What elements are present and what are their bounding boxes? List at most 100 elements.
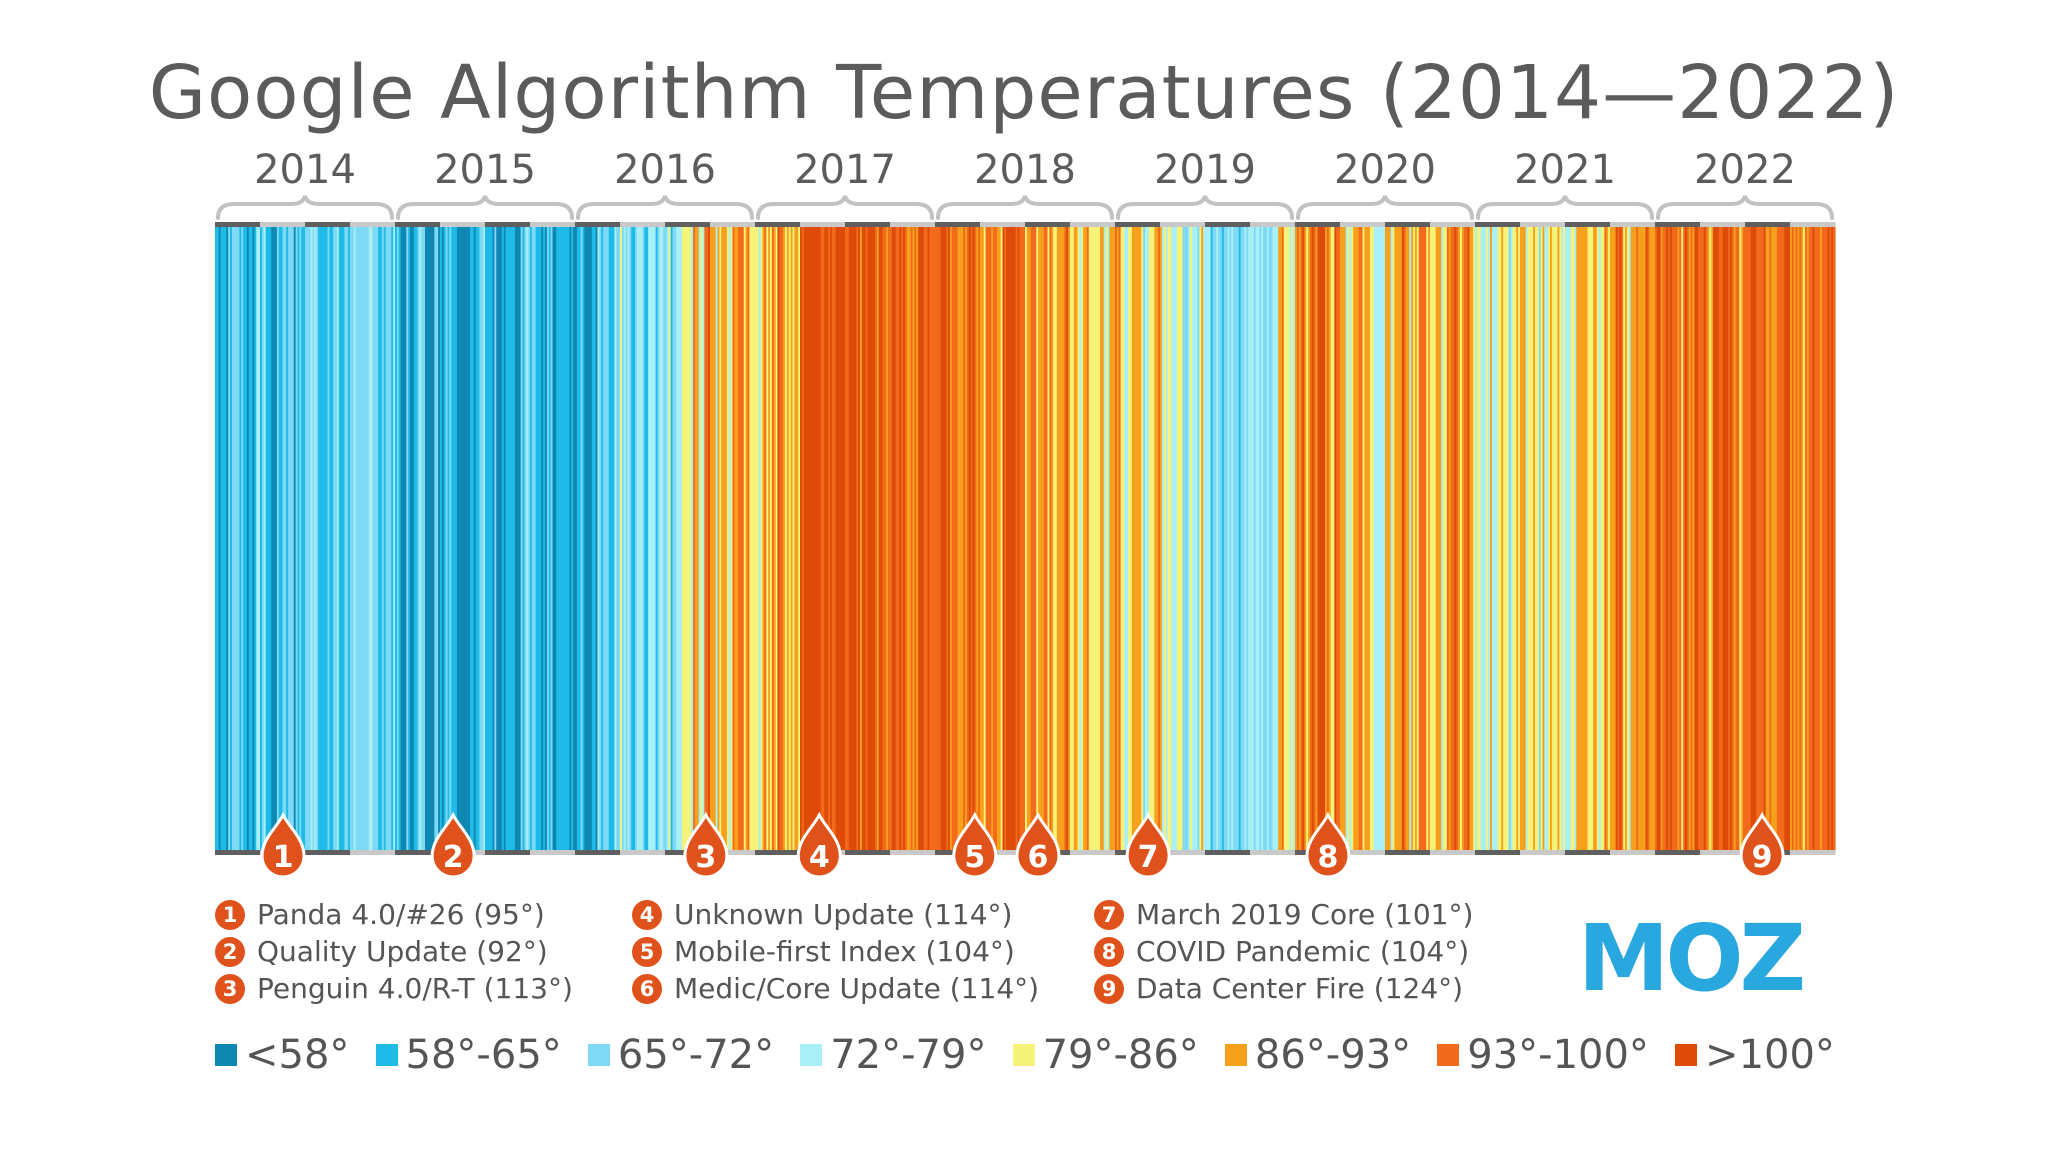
stripe (1731, 225, 1735, 852)
stripe (901, 225, 904, 852)
legend-label: >100° (1705, 1032, 1835, 1078)
stripe (1683, 225, 1686, 852)
stripe (1158, 225, 1161, 852)
stripe (1096, 225, 1099, 852)
stripe (1750, 225, 1754, 852)
axis-tick (305, 850, 351, 855)
stripe (1694, 225, 1697, 852)
stripe (443, 225, 447, 852)
stripe (1355, 225, 1358, 852)
stripe (1081, 225, 1084, 852)
legend-swatch (587, 1044, 610, 1066)
stripe (511, 225, 514, 852)
stripe (441, 225, 445, 852)
stripe (681, 225, 685, 852)
stripe (691, 225, 694, 852)
stripe (430, 225, 434, 852)
stripe (545, 225, 548, 852)
stripe (1776, 225, 1780, 852)
stripe (730, 225, 734, 852)
axis-tick (1250, 850, 1296, 855)
event-label: Panda 4.0/#26 (95°) (257, 898, 545, 931)
stripe (361, 225, 364, 852)
stripe (1426, 225, 1429, 852)
stripe (1816, 225, 1819, 852)
stripe (651, 225, 655, 852)
stripe (1341, 225, 1345, 852)
stripe (1643, 225, 1647, 852)
stripe (231, 225, 235, 852)
stripe (1133, 225, 1137, 852)
stripe (850, 225, 854, 852)
stripe (1310, 225, 1313, 852)
stripe (1298, 225, 1302, 852)
stripe (693, 225, 696, 852)
stripe (1445, 225, 1448, 852)
stripe (1739, 225, 1742, 852)
stripe (781, 225, 784, 852)
stripe (1679, 225, 1682, 852)
stripe (826, 225, 829, 852)
stripe (513, 225, 516, 852)
stripe (1047, 225, 1050, 852)
stripe (1051, 225, 1054, 852)
stripe (961, 225, 964, 852)
stripe (1227, 225, 1230, 852)
stripe (481, 225, 484, 852)
stripe (1137, 225, 1140, 852)
stripe (560, 225, 563, 852)
stripe (1025, 225, 1028, 852)
stripe (1780, 225, 1784, 852)
stripe (869, 225, 872, 852)
legend-swatch (215, 1044, 237, 1066)
stripe (623, 225, 627, 852)
stripe (1718, 225, 1722, 852)
axis-tick (1250, 222, 1296, 227)
event-marker-number: 9 (1752, 840, 1773, 875)
stripe (1178, 225, 1182, 852)
stripe (1591, 225, 1594, 852)
stripe (1692, 225, 1695, 852)
stripe (708, 225, 711, 852)
stripe (606, 225, 610, 852)
stripe (608, 225, 612, 852)
stripe (1726, 225, 1729, 852)
stripe (816, 225, 820, 852)
year-brace (1656, 195, 1834, 220)
stripe (391, 225, 394, 852)
stripe (295, 225, 299, 852)
axis-tick (1115, 222, 1161, 227)
stripe (575, 225, 578, 852)
stripe (1482, 225, 1485, 852)
stripe (1713, 225, 1716, 852)
stripe (1422, 225, 1425, 852)
stripe (466, 225, 469, 852)
stripe (1330, 225, 1334, 852)
stripe (734, 225, 737, 852)
stripe (1495, 225, 1499, 852)
stripe (1686, 225, 1690, 852)
axis-tick (530, 222, 576, 227)
event-legend-item-5: 5 Mobile-first Index (104°) (632, 933, 1039, 970)
stripe (1700, 225, 1703, 852)
stripe (1748, 225, 1752, 852)
stripe (580, 225, 584, 852)
event-marker-drop (1125, 811, 1171, 879)
stripe (338, 225, 342, 852)
stripe (1675, 225, 1679, 852)
stripe (1263, 225, 1266, 852)
stripe (258, 225, 261, 852)
axis-tick (1295, 222, 1341, 227)
stripe (410, 225, 413, 852)
stripe (974, 225, 977, 852)
stripe (766, 225, 769, 852)
stripe (475, 225, 479, 852)
stripe (1113, 225, 1116, 852)
stripe (1094, 225, 1097, 852)
stripe (494, 225, 497, 852)
stripe (801, 225, 805, 852)
stripe (1833, 225, 1836, 852)
stripe (576, 225, 580, 852)
event-badge: 6 (632, 973, 662, 1004)
stripe (1120, 225, 1124, 852)
